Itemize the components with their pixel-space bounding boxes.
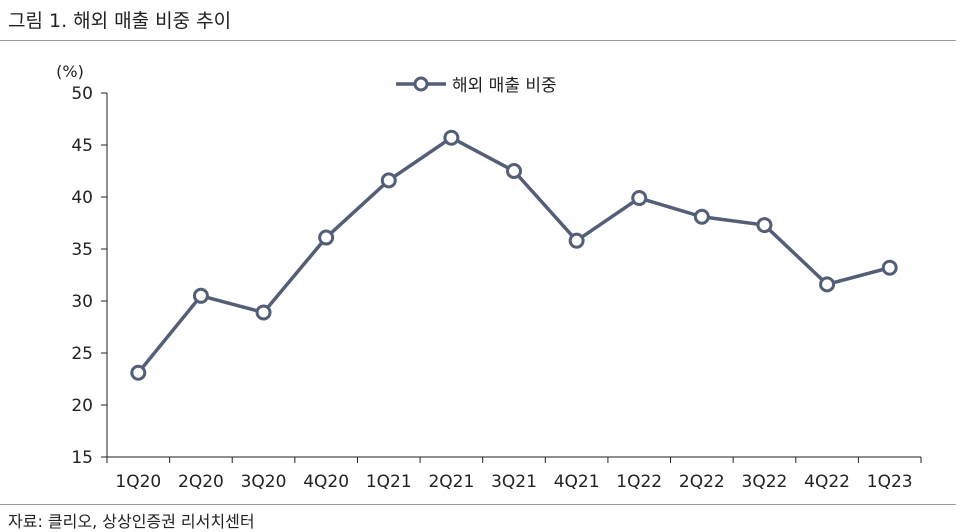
data-point bbox=[255, 304, 272, 321]
y-tick-label: 45 bbox=[71, 136, 93, 156]
y-tick-label: 50 bbox=[71, 84, 93, 104]
x-tick-label: 3Q20 bbox=[241, 472, 287, 492]
x-tick-label: 2Q21 bbox=[428, 472, 474, 492]
x-tick-label: 1Q21 bbox=[366, 472, 412, 492]
y-tick-label: 15 bbox=[71, 448, 93, 468]
data-point bbox=[318, 229, 335, 246]
x-tick-label: 3Q22 bbox=[742, 472, 788, 492]
x-tick-label: 2Q22 bbox=[679, 472, 725, 492]
x-tick-label: 1Q22 bbox=[616, 472, 662, 492]
y-tick-label: 35 bbox=[71, 240, 93, 260]
x-tick-label: 1Q23 bbox=[867, 472, 913, 492]
source-note: 자료: 클리오, 상상인증권 리서치센터 bbox=[8, 512, 255, 531]
data-point bbox=[756, 217, 773, 234]
y-tick-label: 25 bbox=[71, 344, 93, 364]
data-point bbox=[881, 259, 898, 276]
y-tick-label: 20 bbox=[71, 396, 93, 416]
x-tick-label: 4Q22 bbox=[804, 472, 850, 492]
x-tick-label: 4Q20 bbox=[303, 472, 349, 492]
data-point bbox=[130, 364, 147, 381]
data-point bbox=[819, 276, 836, 293]
y-tick-label: 30 bbox=[71, 292, 93, 312]
data-point bbox=[693, 208, 710, 225]
data-point bbox=[443, 129, 460, 146]
x-tick-label: 3Q21 bbox=[491, 472, 537, 492]
data-point bbox=[380, 172, 397, 189]
data-point bbox=[631, 190, 648, 207]
data-point bbox=[506, 163, 522, 179]
x-tick-label: 4Q21 bbox=[554, 472, 600, 492]
legend-marker bbox=[413, 76, 429, 92]
data-point bbox=[568, 232, 585, 249]
x-tick-label: 1Q20 bbox=[115, 472, 161, 492]
y-axis-label: (%) bbox=[56, 62, 84, 81]
title-divider bbox=[0, 40, 956, 41]
legend-label: 해외 매출 비중 bbox=[452, 76, 557, 96]
y-tick-label: 40 bbox=[71, 188, 93, 208]
figure-title: 그림 1. 해외 매출 비중 추이 bbox=[8, 10, 232, 32]
source-divider bbox=[0, 504, 956, 505]
data-point bbox=[192, 287, 209, 304]
x-tick-label: 2Q20 bbox=[178, 472, 224, 492]
